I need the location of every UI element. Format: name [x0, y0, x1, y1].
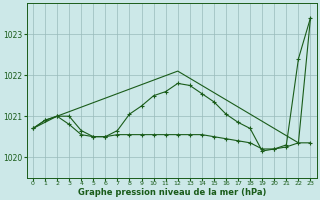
X-axis label: Graphe pression niveau de la mer (hPa): Graphe pression niveau de la mer (hPa) — [77, 188, 266, 197]
